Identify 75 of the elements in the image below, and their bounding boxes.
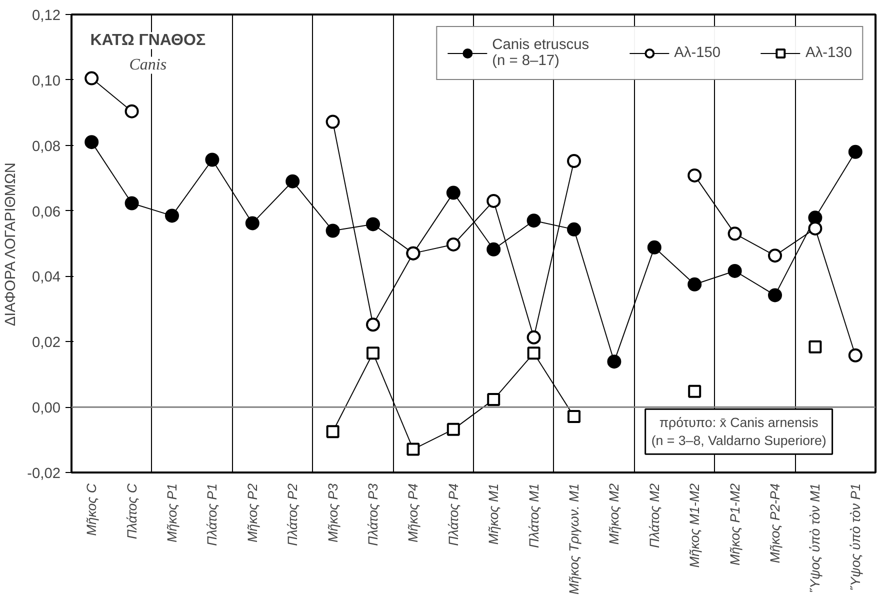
y-axis-title: ΔΙΑΦΟΡΑ ΛΟΓΑΡΙΘΜΩΝ bbox=[3, 162, 20, 326]
x-tick-label: Πλάτος M2 bbox=[646, 482, 662, 548]
y-tick-label: 0,12 bbox=[32, 8, 61, 24]
text: ΚΑΤΩ ΓΝΑΘΟΣ bbox=[90, 32, 206, 50]
point bbox=[567, 222, 581, 236]
point bbox=[768, 248, 782, 263]
point bbox=[446, 186, 460, 200]
x-tick-label: Μῆκος P1 bbox=[164, 483, 180, 542]
x-tick-label: Ὕψος ὑπὸ τὸν P1 bbox=[848, 483, 863, 591]
point bbox=[84, 135, 99, 150]
point bbox=[124, 104, 139, 118]
x-tick-label: Μῆκος P2-P4 bbox=[768, 483, 782, 564]
point bbox=[165, 208, 179, 223]
point bbox=[768, 288, 782, 302]
point bbox=[84, 71, 99, 86]
point bbox=[245, 216, 260, 230]
y-tick-label: 0,04 bbox=[32, 270, 61, 286]
x-tick-label: Μῆκος M1-M2 bbox=[687, 482, 702, 568]
point bbox=[647, 240, 662, 254]
point bbox=[848, 144, 862, 159]
point bbox=[808, 340, 822, 354]
point bbox=[688, 384, 702, 398]
text: Canis bbox=[129, 56, 167, 74]
x-tick-label: Μῆκος P4 bbox=[406, 483, 421, 542]
point bbox=[486, 242, 501, 256]
x-tick-label: Μῆκος P1-M2 bbox=[727, 482, 742, 566]
point bbox=[527, 346, 540, 360]
point bbox=[487, 393, 500, 406]
x-tick-label: Πλάτος P2 bbox=[285, 482, 300, 546]
point bbox=[728, 264, 742, 278]
point bbox=[366, 318, 380, 332]
y-tick-label: 0,06 bbox=[32, 204, 61, 220]
point bbox=[486, 194, 501, 208]
point bbox=[326, 425, 340, 438]
point bbox=[406, 442, 420, 456]
point bbox=[286, 174, 300, 188]
point bbox=[688, 168, 702, 182]
legend-label: Αλ-130 bbox=[806, 45, 852, 61]
point bbox=[728, 226, 742, 241]
x-tick-label: Πλάτος M1 bbox=[526, 483, 542, 548]
x-tick-label: Πλάτος P1 bbox=[204, 484, 220, 546]
point bbox=[607, 354, 622, 369]
point bbox=[446, 237, 460, 252]
point bbox=[326, 224, 340, 238]
point bbox=[526, 214, 541, 228]
y-tick-label: 0,02 bbox=[32, 335, 61, 352]
x-tick-label: Μῆκος Τριγων. M1 bbox=[566, 483, 582, 594]
point bbox=[446, 422, 460, 436]
y-tick-label: 0,08 bbox=[32, 138, 61, 155]
point bbox=[568, 410, 580, 424]
point bbox=[808, 221, 822, 236]
point bbox=[567, 154, 581, 168]
x-tick-label: Ὕψος ὑπὸ τὸν M1 bbox=[808, 483, 823, 593]
legend-label: Canis etruscus (n = 8–17) bbox=[492, 37, 590, 69]
point bbox=[366, 346, 380, 360]
x-tick-label: Μῆκος M2 bbox=[606, 482, 622, 545]
point bbox=[205, 152, 220, 167]
x-tick-label: Μῆκος M1 bbox=[486, 483, 502, 545]
x-tick-label: Πλάτος P4 bbox=[446, 484, 461, 546]
y-tick-label: 0,00 bbox=[32, 400, 61, 417]
point bbox=[848, 348, 862, 362]
point bbox=[366, 217, 380, 232]
x-tick-label: Μῆκος C bbox=[84, 483, 100, 536]
point bbox=[526, 330, 541, 344]
x-tick-label: Πλάτος P3 bbox=[366, 482, 380, 546]
legend-label: Αλ-150 bbox=[674, 45, 721, 61]
y-tick-label: 0,10 bbox=[32, 73, 61, 90]
y-tick-label: -0,02 bbox=[27, 466, 60, 482]
x-tick-label: Μῆκος P2 bbox=[244, 482, 260, 542]
point bbox=[688, 277, 702, 292]
x-tick-label: Μῆκος P3 bbox=[325, 482, 340, 542]
x-tick-label: Πλάτος C bbox=[124, 483, 140, 540]
point bbox=[326, 114, 340, 129]
point bbox=[124, 196, 139, 210]
annotation: πρότυπο: x̄ Canis arnensis (n = 3–8, Valdarno Superiore) bbox=[651, 415, 826, 448]
